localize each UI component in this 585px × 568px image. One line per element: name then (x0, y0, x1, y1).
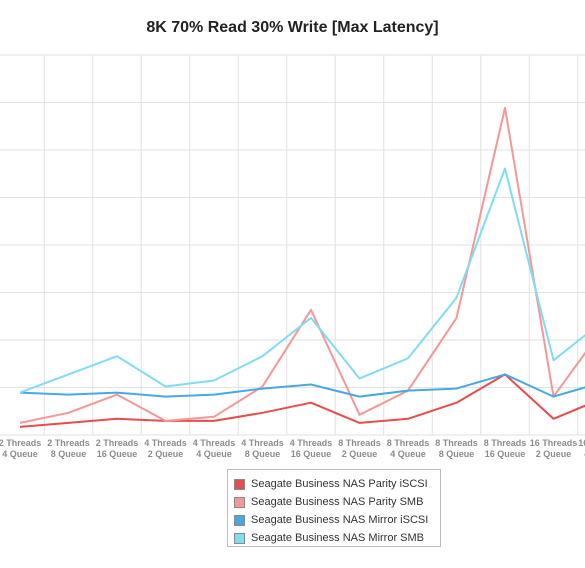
x-tick-label: 8 Threads 4 Queue (387, 438, 430, 459)
x-tick-label: 4 Threads 2 Queue (144, 438, 187, 459)
series-line-1 (19, 373, 585, 428)
series-line-4 (19, 167, 585, 394)
x-tick-label: 2 Threads 8 Queue (47, 438, 90, 459)
legend-item-mirror-smb[interactable]: Seagate Business NAS Mirror SMB (234, 529, 440, 547)
series-line-2 (19, 106, 585, 424)
legend-item-parity-iscsi[interactable]: Seagate Business NAS Parity iSCSI (234, 475, 440, 493)
legend-label-mirror-iscsi: Seagate Business NAS Mirror iSCSI (251, 514, 429, 526)
legend-item-parity-smb[interactable]: Seagate Business NAS Parity SMB (234, 493, 440, 511)
x-tick-label: 4 Threads 8 Queue (241, 438, 284, 459)
legend-label-parity-iscsi: Seagate Business NAS Parity iSCSI (251, 478, 428, 490)
legend-swatch-mirror-iscsi (234, 514, 245, 526)
x-tick-label: 16 Threads 2 Queue (530, 438, 578, 459)
x-tick-labels: 2 Threads 4 Queue 2 Threads 8 Queue 2 Thread… (0, 438, 585, 459)
x-tick-label: 8 Threads 2 Queue (338, 438, 381, 459)
legend-swatch-mirror-smb (234, 532, 245, 544)
x-tick-label: 2 Threads 16 Queue (96, 438, 139, 459)
legend: Seagate Business NAS Parity iSCSI Seagat… (227, 469, 441, 547)
chart-title: 8K 70% Read 30% Write [Max Latency] (146, 19, 439, 36)
legend-label-mirror-smb: Seagate Business NAS Mirror SMB (251, 532, 425, 544)
legend-item-mirror-iscsi[interactable]: Seagate Business NAS Mirror iSCSI (234, 511, 440, 529)
series-lines (19, 106, 585, 428)
series-line-3 (19, 373, 585, 398)
legend-label-parity-smb: Seagate Business NAS Parity SMB (251, 496, 424, 508)
x-tick-label: 2 Threads 4 Queue (0, 438, 41, 459)
legend-swatch-parity-smb (234, 496, 245, 508)
x-tick-label: 8 Threads 16 Queue (484, 438, 527, 459)
x-tick-label: 4 Threads 4 Queue (193, 438, 236, 459)
x-tick-label: 4 Threads 16 Queue (290, 438, 333, 459)
legend-swatch-parity-iscsi (234, 478, 245, 490)
x-tick-label: 8 Threads 8 Queue (435, 438, 478, 459)
